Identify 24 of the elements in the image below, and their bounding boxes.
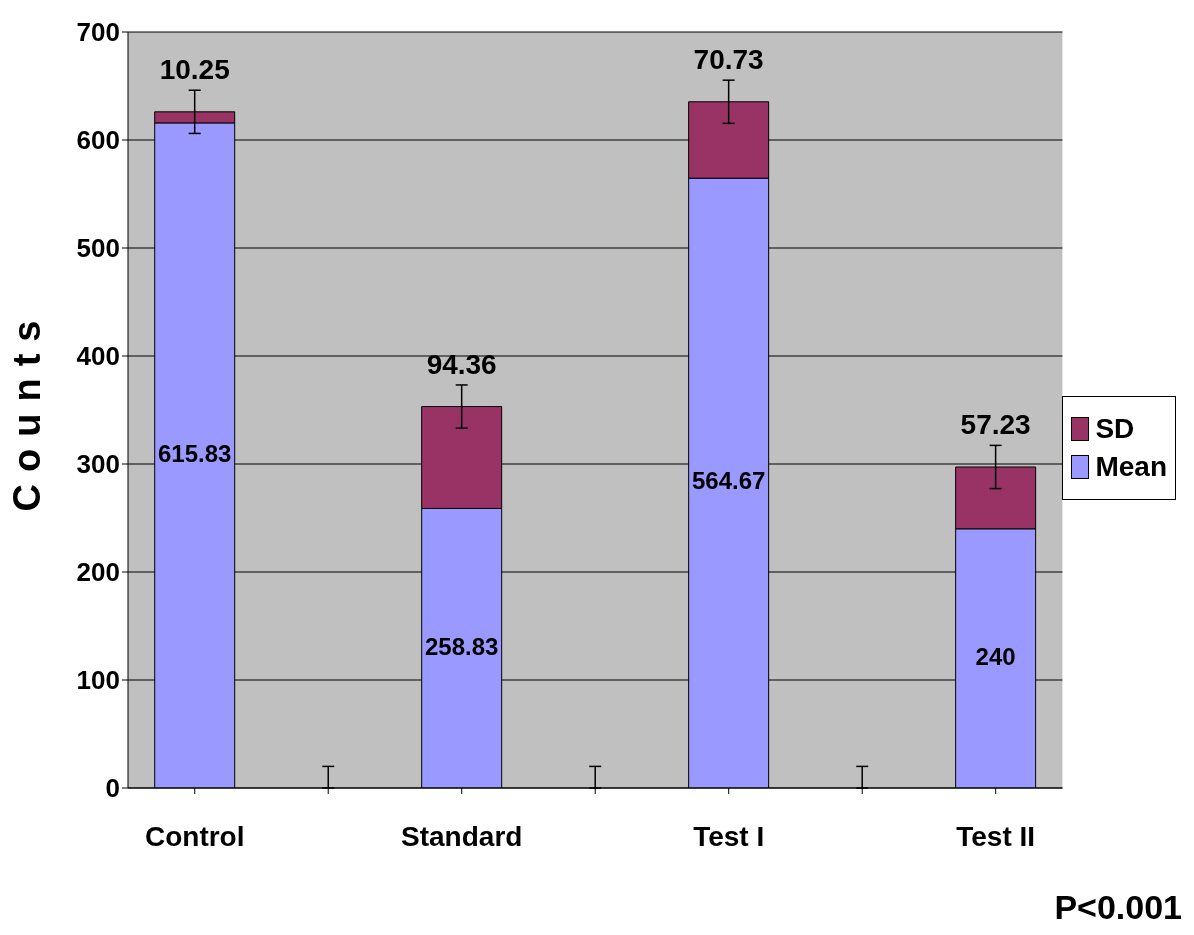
data-label: 10.25 (159, 54, 230, 86)
text: P<0.001 (1054, 888, 1182, 927)
x-tick-label: Standard (401, 820, 523, 852)
y-tick-label: 200 (76, 557, 120, 588)
y-tick-label: 700 (76, 17, 120, 48)
data-label: 94.36 (426, 348, 497, 380)
data-label: 57.23 (960, 409, 1031, 441)
x-tick-label: Test II (956, 820, 1036, 852)
y-tick-label: 400 (76, 341, 120, 372)
y-tick-label: 100 (76, 665, 120, 696)
y-tick-label: 0 (105, 773, 120, 804)
x-tick-label: Test I (693, 820, 765, 852)
data-label: 240 (975, 642, 1016, 670)
x-tick-label: Control (144, 820, 245, 852)
y-tick-label: 500 (76, 233, 120, 264)
data-label: 615.83 (157, 439, 232, 467)
legend-label: Mean (1095, 451, 1167, 483)
y-axis-title: Counts (6, 308, 49, 512)
legend-label: SD (1095, 413, 1135, 445)
y-tick-label: 300 (76, 449, 120, 480)
data-label: 70.73 (693, 44, 764, 76)
data-label: 564.67 (691, 467, 766, 495)
data-label: 258.83 (424, 632, 499, 660)
y-tick-label: 600 (76, 125, 120, 156)
